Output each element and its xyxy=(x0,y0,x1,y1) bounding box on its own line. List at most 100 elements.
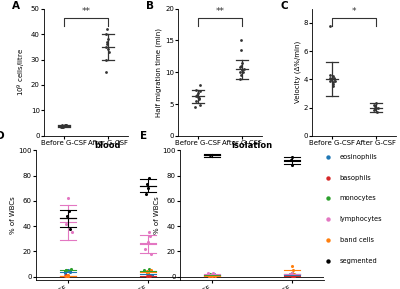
Point xyxy=(62,273,69,278)
Title: blood: blood xyxy=(95,140,121,149)
Point xyxy=(142,247,148,251)
Point xyxy=(205,272,212,277)
Point xyxy=(212,274,218,278)
Point xyxy=(192,105,199,110)
Point xyxy=(66,270,73,275)
Point xyxy=(63,123,70,128)
Point xyxy=(211,272,218,276)
Text: monocytes: monocytes xyxy=(340,195,376,201)
Point xyxy=(144,271,150,276)
Point xyxy=(195,90,202,95)
Point xyxy=(64,274,71,278)
Point xyxy=(144,271,151,275)
Point xyxy=(148,251,154,256)
Point xyxy=(327,73,334,77)
Point xyxy=(289,163,295,168)
Point xyxy=(104,39,110,44)
Point xyxy=(62,267,69,272)
Point xyxy=(206,273,212,278)
Point xyxy=(205,271,211,276)
Point xyxy=(192,93,199,98)
Point xyxy=(62,271,68,275)
Point xyxy=(146,274,153,278)
Point xyxy=(64,268,71,273)
Point xyxy=(210,271,216,275)
Point xyxy=(144,186,151,190)
Text: B: B xyxy=(146,1,154,11)
Point xyxy=(144,273,150,278)
Point xyxy=(290,273,297,278)
Point xyxy=(206,153,213,158)
Point xyxy=(289,271,296,276)
Point xyxy=(238,73,244,78)
Point xyxy=(209,274,215,278)
Point xyxy=(62,123,68,127)
Point xyxy=(207,272,214,276)
Point xyxy=(63,214,70,218)
Point xyxy=(144,269,150,274)
Y-axis label: 10$^{9}$ cells/litre: 10$^{9}$ cells/litre xyxy=(16,48,28,96)
Point xyxy=(286,272,293,276)
Text: A: A xyxy=(12,1,20,11)
Text: band cells: band cells xyxy=(340,237,374,243)
Point xyxy=(326,76,333,80)
Text: **: ** xyxy=(216,7,224,16)
Point xyxy=(103,45,110,49)
Point xyxy=(331,77,337,81)
Point xyxy=(374,110,380,114)
Point xyxy=(145,240,151,245)
Point xyxy=(237,64,244,68)
Point xyxy=(239,60,245,65)
Point xyxy=(104,47,111,52)
Point xyxy=(63,268,70,273)
Y-axis label: % of WBCs: % of WBCs xyxy=(154,197,160,234)
Point xyxy=(288,264,295,269)
Point xyxy=(145,271,151,276)
Point xyxy=(147,234,153,238)
Point xyxy=(61,124,68,129)
Point xyxy=(291,272,297,276)
Point xyxy=(238,38,244,43)
Point xyxy=(330,84,336,89)
Text: basophils: basophils xyxy=(340,175,372,181)
Text: segmented: segmented xyxy=(340,258,378,264)
Text: lymphocytes: lymphocytes xyxy=(340,216,382,222)
Point xyxy=(68,267,74,271)
Point xyxy=(67,226,73,231)
Point xyxy=(61,124,68,129)
Point xyxy=(371,108,378,113)
Point xyxy=(328,77,334,81)
Title: isolation: isolation xyxy=(232,140,272,149)
Point xyxy=(143,192,150,197)
Point xyxy=(288,271,295,275)
Point xyxy=(68,230,75,235)
Point xyxy=(65,209,72,213)
Point xyxy=(212,272,219,277)
Point xyxy=(148,269,155,274)
Point xyxy=(237,70,244,75)
Text: *: * xyxy=(352,7,356,16)
Point xyxy=(197,83,203,87)
Point xyxy=(290,268,296,273)
Point xyxy=(104,42,110,47)
Point xyxy=(144,182,150,187)
Text: eosinophils: eosinophils xyxy=(340,154,378,160)
Point xyxy=(372,104,378,108)
Point xyxy=(59,124,65,128)
Text: **: ** xyxy=(82,7,90,16)
Point xyxy=(208,273,214,278)
Point xyxy=(208,272,215,277)
Point xyxy=(292,272,299,277)
Point xyxy=(290,274,297,278)
Point xyxy=(372,101,379,106)
Point xyxy=(372,104,378,108)
Point xyxy=(330,74,336,79)
Point xyxy=(326,78,333,83)
Point xyxy=(148,268,154,273)
Point xyxy=(371,102,378,107)
Y-axis label: Half migration time (min): Half migration time (min) xyxy=(156,28,162,117)
Point xyxy=(62,123,69,127)
Point xyxy=(63,124,70,129)
Point xyxy=(60,125,66,129)
Point xyxy=(291,273,298,278)
